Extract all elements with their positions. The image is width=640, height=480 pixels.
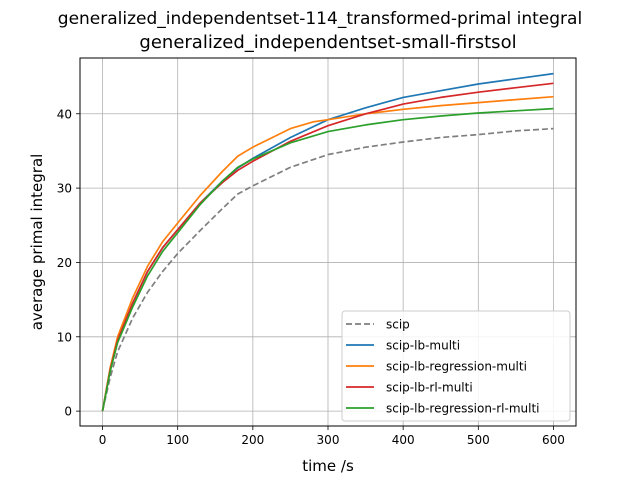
x-tick-label: 400 — [392, 433, 415, 447]
series-lines — [101, 72, 554, 412]
chart-title: generalized_independentset-small-firstso… — [139, 32, 516, 53]
series-line-scip — [101, 127, 554, 412]
y-tick-label: 20 — [57, 256, 72, 270]
legend-label-scip-lb-regression-multi: scip-lb-regression-multi — [386, 360, 527, 374]
y-tick-label: 0 — [64, 405, 72, 419]
legend-label-scip: scip — [386, 318, 410, 332]
y-axis-label: average primal integral — [28, 154, 46, 331]
series-line-scip-lb-regression-rl-multi — [101, 107, 554, 412]
axis-ticks: 0 100 200 300 400 500 600 0 10 20 30 40 — [57, 107, 565, 447]
y-tick-label: 30 — [57, 182, 72, 196]
x-axis-label: time /s — [302, 457, 354, 475]
chart-suptitle: generalized_independentset-114_transform… — [58, 9, 582, 29]
legend-label-scip-lb-regression-rl-multi: scip-lb-regression-rl-multi — [386, 402, 540, 416]
x-tick-label: 0 — [99, 433, 107, 447]
x-tick-label: 200 — [241, 433, 264, 447]
x-tick-label: 600 — [542, 433, 565, 447]
x-tick-label: 100 — [166, 433, 189, 447]
series-line-scip-lb-rl-multi — [101, 82, 554, 412]
y-tick-label: 10 — [57, 330, 72, 344]
x-tick-label: 500 — [467, 433, 490, 447]
grid-lines — [80, 58, 576, 426]
legend-label-scip-lb-rl-multi: scip-lb-rl-multi — [386, 381, 473, 395]
legend-label-scip-lb-multi: scip-lb-multi — [386, 339, 460, 353]
x-tick-label: 300 — [317, 433, 340, 447]
series-line-scip-lb-regression-multi — [101, 95, 554, 412]
legend-box — [341, 310, 571, 422]
legend: scip scip-lb-multi scip-lb-regression-mult… — [341, 310, 571, 422]
y-tick-label: 40 — [57, 107, 72, 121]
